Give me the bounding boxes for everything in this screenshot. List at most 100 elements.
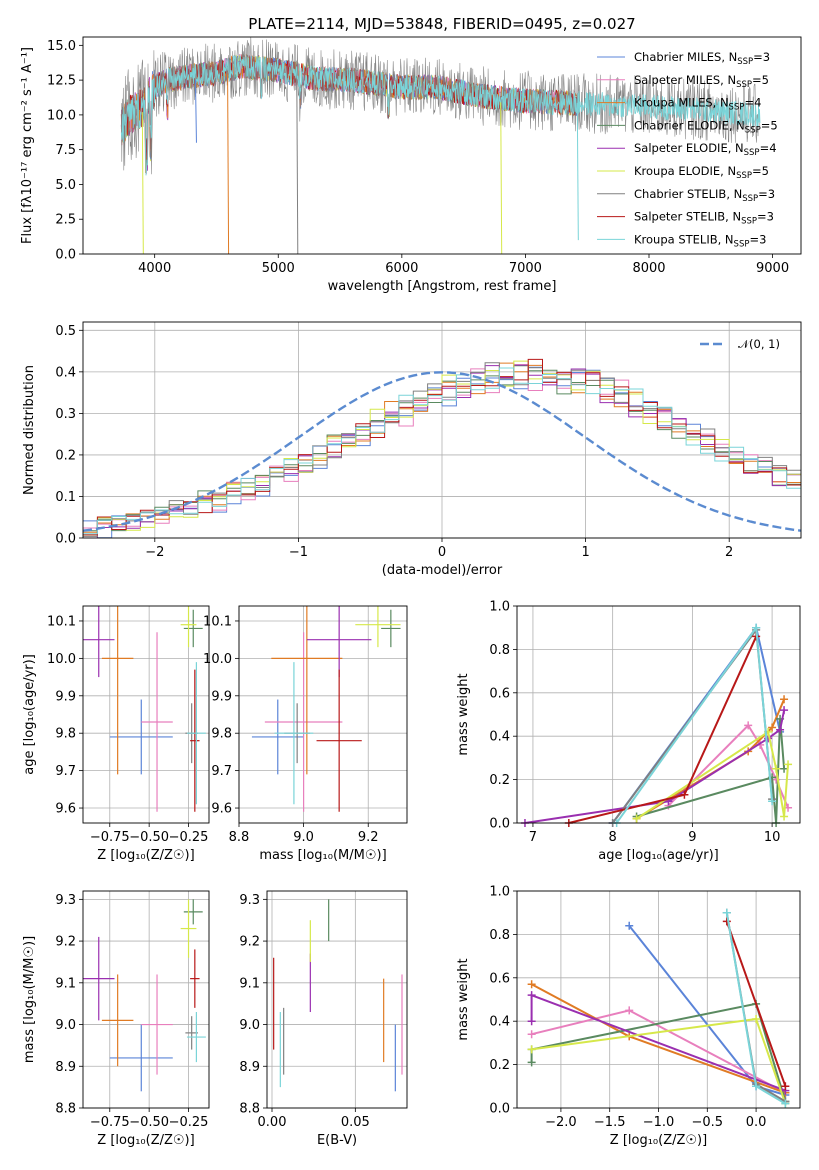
age-vs-mass-point-salpeter-elodie bbox=[306, 606, 372, 678]
legend-entry-salpeter-elodie: Salpeter ELODIE, NSSP=4 bbox=[634, 141, 777, 158]
residuals-xtick-label: −1 bbox=[289, 545, 308, 560]
age-vs-Z-xtick-label: −0.50 bbox=[129, 830, 169, 845]
legend-entry-kroupa-elodie: Kroupa ELODIE, NSSP=5 bbox=[634, 164, 769, 181]
mass-vs-Z-ytick-label: 8.9 bbox=[55, 1060, 76, 1075]
mass-vs-Z-ylabel: mass [log₁₀(M/M☉)] bbox=[22, 936, 37, 1063]
age-vs-mass-ytick-label: 9.7 bbox=[211, 764, 232, 779]
weight-vs-age-xtick-label: 10 bbox=[764, 830, 781, 845]
age-vs-mass-xlabel: mass [log₁₀(M/M☉)] bbox=[259, 848, 386, 863]
weight-vs-age-marker-salpeter-miles bbox=[744, 721, 753, 730]
age-vs-mass-frame bbox=[238, 605, 408, 824]
age-vs-mass-point-salpeter-miles bbox=[264, 632, 343, 812]
legend-entry-chabrier-stelib: Chabrier STELIB, NSSP=3 bbox=[634, 187, 775, 204]
spectrum-ytick-label: 0.0 bbox=[55, 248, 76, 263]
age-vs-Z-point-kroupa-elodie bbox=[180, 606, 197, 648]
weight-vs-Z-ytick-label: 0.8 bbox=[489, 928, 510, 943]
spectrum-ytick-label: 2.5 bbox=[55, 213, 76, 228]
weight-vs-age-ytick-label: 0.2 bbox=[489, 773, 510, 788]
weight-vs-Z-ytick-label: 0.4 bbox=[489, 1015, 510, 1030]
spectrum-dip-kroupa-elodie bbox=[500, 102, 503, 254]
mass-vs-Z-ytick-label: 9.2 bbox=[55, 935, 76, 950]
weight-vs-age-ytick-label: 0.0 bbox=[489, 817, 510, 832]
age-vs-Z-point-salpeter-elodie bbox=[83, 606, 115, 678]
mass-vs-EBV-frame bbox=[266, 890, 408, 1109]
spectrum-dip-chabrier-miles bbox=[194, 79, 197, 143]
age-vs-Z-ytick-label: 10.1 bbox=[47, 614, 76, 629]
weight-vs-Z-line-salpeter-stelib bbox=[725, 921, 787, 1087]
weight-vs-age-ytick-label: 1.0 bbox=[489, 600, 510, 615]
weight-vs-age-frame bbox=[516, 605, 801, 824]
mass-vs-Z-axes: 8.8 8.9 9.0 9.1 9.2 9.3 −0.75 −0.50 −0.25 Z [log₁… bbox=[22, 891, 209, 1148]
weight-vs-age-xlabel: age [log₁₀(age/yr)] bbox=[598, 848, 719, 863]
weight-vs-Z-frame bbox=[516, 890, 801, 1109]
age-vs-Z-point-kroupa-miles bbox=[101, 606, 134, 775]
residuals-ytick-label: 0.0 bbox=[55, 532, 76, 547]
age-vs-Z-ytick-label: 9.8 bbox=[55, 727, 76, 742]
spectrum-ytick-label: 15.0 bbox=[47, 39, 76, 54]
weight-vs-Z-line-chabrier-elodie bbox=[530, 1002, 787, 1102]
weight-vs-age-marker-salpeter-elodie bbox=[776, 725, 785, 734]
mass-vs-Z-point-kroupa-stelib bbox=[186, 1012, 206, 1063]
spectrum-xtick-label: 7000 bbox=[509, 261, 542, 276]
weight-vs-Z-marker-kroupa-miles bbox=[527, 980, 536, 989]
weight-vs-age-marker-salpeter-elodie bbox=[780, 706, 789, 715]
weight-vs-Z-xlabel: Z [log₁₀(Z/Z☉)] bbox=[610, 1133, 707, 1148]
age-vs-mass-point-kroupa-miles bbox=[271, 606, 343, 775]
age-vs-Z-xtick-label: −0.75 bbox=[90, 830, 130, 845]
age-vs-Z-xlabel: Z [log₁₀(Z/Z☉)] bbox=[97, 848, 194, 863]
residuals-ytick-label: 0.3 bbox=[55, 407, 76, 422]
hist-kroupa-stelib bbox=[83, 367, 801, 535]
weight-vs-age-marker-kroupa-elodie bbox=[784, 760, 793, 769]
age-vs-mass-ytick-label: 10.1 bbox=[203, 614, 232, 629]
mass-vs-EBV-ytick-label: 9.1 bbox=[239, 976, 260, 991]
mass-vs-Z-ytick-label: 8.8 bbox=[55, 1102, 76, 1117]
figure-title: PLATE=2114, MJD=53848, FIBERID=0495, z=0… bbox=[248, 15, 635, 33]
age-vs-Z-point-salpeter-miles bbox=[141, 632, 173, 812]
hist-kroupa-elodie bbox=[83, 360, 801, 536]
weight-vs-age-marker-salpeter-stelib bbox=[680, 790, 689, 799]
weight-vs-age-ylabel: mass weight bbox=[456, 673, 471, 755]
weight-vs-Z-marker-salpeter-miles bbox=[527, 1030, 536, 1039]
weight-vs-Z-marker-salpeter-elodie bbox=[527, 991, 536, 1000]
age-vs-mass-xtick-label: 8.8 bbox=[229, 830, 250, 845]
spectrum-xtick-label: 4000 bbox=[138, 261, 171, 276]
age-vs-mass-point-kroupa-elodie bbox=[355, 606, 401, 648]
age-vs-mass-xtick-label: 9.0 bbox=[293, 830, 314, 845]
mass-vs-Z-point-salpeter-miles bbox=[141, 974, 173, 1075]
residuals-xtick-label: −2 bbox=[145, 545, 164, 560]
mass-vs-Z-xtick-label: −0.25 bbox=[169, 1115, 209, 1130]
residuals-ytick-label: 0.1 bbox=[55, 490, 76, 505]
weight-vs-Z-ytick-label: 0.0 bbox=[489, 1102, 510, 1117]
weight-vs-age-marker-kroupa-elodie bbox=[632, 814, 641, 823]
age-vs-Z-point-chabrier-miles bbox=[109, 699, 173, 775]
mass-vs-EBV-xtick-label: 0.00 bbox=[258, 1115, 287, 1130]
weight-vs-Z-marker-kroupa-elodie bbox=[527, 1045, 536, 1054]
weight-vs-Z-marker-kroupa-stelib bbox=[781, 1099, 790, 1108]
weight-vs-Z-xtick-label: −2.0 bbox=[545, 1115, 577, 1130]
legend-entry-chabrier-miles: Chabrier MILES, NSSP=3 bbox=[634, 50, 770, 67]
age-vs-Z-axes: 9.6 9.7 9.8 9.9 10.0 10.1 −0.75 −0.50 −0.25 Z [lo… bbox=[22, 606, 209, 863]
legend-entry-salpeter-stelib: Salpeter STELIB, NSSP=3 bbox=[634, 210, 774, 227]
age-vs-Z-point-kroupa-stelib bbox=[186, 662, 206, 805]
weight-vs-age-xtick-label: 7 bbox=[529, 830, 537, 845]
mass-vs-Z-frame bbox=[82, 890, 210, 1109]
age-vs-mass-ytick-label: 9.6 bbox=[211, 802, 232, 817]
weight-vs-Z-xtick-label: −1.0 bbox=[643, 1115, 675, 1130]
hist-chabrier-stelib bbox=[83, 362, 801, 537]
spectrum-xtick-label: 6000 bbox=[385, 261, 418, 276]
age-vs-mass-point-chabrier-elodie bbox=[381, 609, 401, 648]
mass-vs-Z-point-salpeter-elodie bbox=[83, 936, 115, 1021]
legend-entry-kroupa-stelib: Kroupa STELIB, NSSP=3 bbox=[634, 232, 766, 249]
weight-vs-age-marker-kroupa-stelib bbox=[752, 623, 761, 632]
weight-vs-age-marker-kroupa-elodie bbox=[772, 764, 781, 773]
age-vs-mass-point-salpeter-stelib bbox=[316, 669, 362, 812]
spectrum-ytick-label: 5.0 bbox=[55, 178, 76, 193]
residuals-ytick-label: 0.5 bbox=[55, 324, 76, 339]
legend-entry-salpeter-miles: Salpeter MILES, NSSP=5 bbox=[634, 73, 769, 90]
age-vs-mass-ytick-label: 10.0 bbox=[203, 652, 232, 667]
spectrum-xtick-label: 9000 bbox=[756, 261, 789, 276]
mass-vs-EBV-ytick-label: 9.0 bbox=[239, 1018, 260, 1033]
legend-entry-kroupa-miles: Kroupa MILES, NSSP=4 bbox=[634, 96, 761, 113]
age-vs-Z-point-chabrier-elodie bbox=[183, 609, 203, 648]
